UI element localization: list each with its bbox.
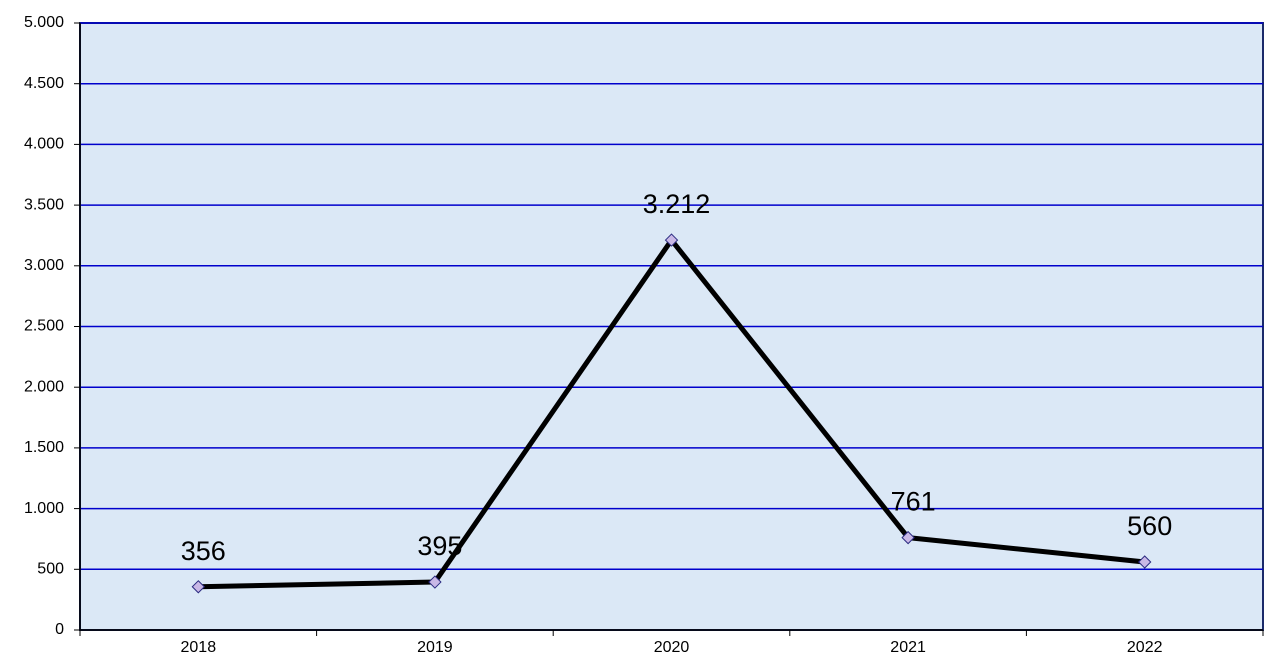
x-tick-label: 2019 (417, 639, 453, 656)
y-tick-label: 2.000 (24, 378, 64, 395)
marker (191, 580, 206, 594)
y-tick-label: 4.500 (24, 75, 64, 92)
data-label: 560 (1127, 511, 1172, 541)
y-tick-label: 500 (37, 561, 64, 578)
marker (1137, 555, 1152, 569)
y-tick-label: 2.500 (24, 318, 64, 335)
data-label: 3.212 (643, 189, 711, 219)
y-tick-label: 3.000 (24, 257, 64, 274)
marker (901, 530, 915, 545)
data-label: 761 (891, 487, 936, 517)
x-tick-label: 2021 (890, 639, 926, 656)
y-tick-label: 3.500 (24, 196, 64, 213)
x-tick-label: 2020 (654, 639, 690, 656)
y-tick-label: 0 (55, 621, 64, 638)
y-tick-label: 1.000 (24, 500, 64, 517)
y-tick-label: 5.000 (24, 14, 64, 31)
marker (664, 233, 679, 247)
data-label: 395 (417, 531, 462, 561)
x-tick-label: 2022 (1127, 639, 1163, 656)
data-label: 356 (181, 536, 226, 566)
y-tick-label: 4.000 (24, 136, 64, 153)
y-tick-label: 1.500 (24, 439, 64, 456)
x-tick-label: 2018 (181, 639, 217, 656)
marker (428, 575, 442, 589)
